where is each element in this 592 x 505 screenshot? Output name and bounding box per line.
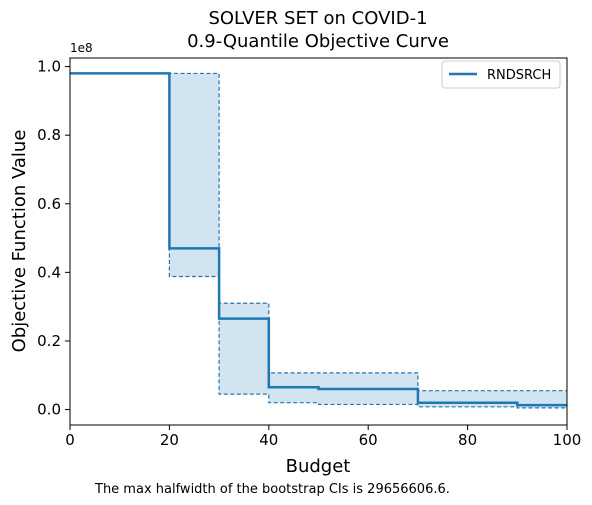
series-line-0 bbox=[70, 72, 567, 407]
ci-upper-line-0 bbox=[70, 72, 567, 392]
x-tick-label: 100 bbox=[553, 431, 582, 449]
chart-title-line1: SOLVER SET on COVID-1 bbox=[208, 8, 427, 29]
ci-lower-line-0 bbox=[70, 72, 567, 409]
y-tick-label: 0.4 bbox=[37, 263, 61, 281]
y-axis-label: Objective Function Value bbox=[9, 130, 30, 353]
legend-label: RNDSRCH bbox=[487, 68, 551, 83]
axes-frame bbox=[69, 57, 568, 426]
chart-title-line2: 0.9-Quantile Objective Curve bbox=[187, 31, 449, 52]
legend-box bbox=[441, 60, 561, 89]
x-tick-label: 80 bbox=[458, 431, 477, 449]
plot-area: 0 20 40 60 80 100 0.0 0.2 0.4 0.6 0.8 1.0 bbox=[37, 57, 582, 449]
y-tick-label: 0.6 bbox=[37, 195, 61, 213]
y-tick-label: 0.8 bbox=[37, 126, 61, 144]
footnote: The max halfwidth of the bootstrap CIs i… bbox=[94, 482, 450, 497]
x-tick-label: 60 bbox=[359, 431, 378, 449]
y-tick-label: 0.0 bbox=[37, 401, 61, 419]
y-offset-label: 1e8 bbox=[70, 41, 93, 55]
x-tick-label: 40 bbox=[259, 431, 278, 449]
x-axis-label: Budget bbox=[286, 456, 351, 477]
x-tick-label: 0 bbox=[65, 431, 75, 449]
y-tick-label: 1.0 bbox=[37, 58, 61, 76]
legend: RNDSRCH bbox=[441, 60, 561, 89]
y-tick-label: 0.2 bbox=[37, 332, 61, 350]
ci-band-0 bbox=[70, 73, 567, 408]
x-tick-label: 20 bbox=[160, 431, 179, 449]
